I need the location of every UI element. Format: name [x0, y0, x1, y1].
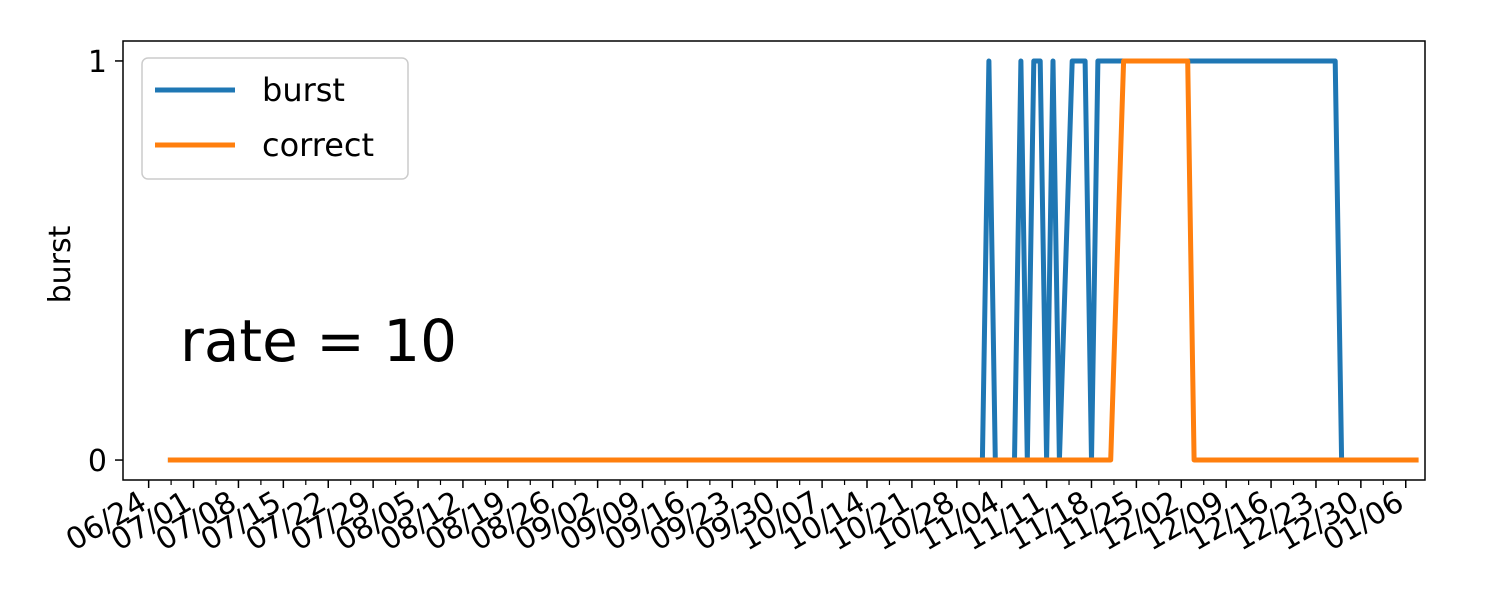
y-axis-ticks: 01 — [88, 45, 123, 479]
y-tick-label: 1 — [88, 45, 107, 80]
rate-annotation: rate = 10 — [180, 307, 457, 375]
series-line-correct — [167, 58, 1419, 463]
legend-label-correct: correct — [262, 126, 374, 164]
plot-frame — [122, 40, 1426, 481]
legend-label-burst: burst — [262, 71, 345, 109]
y-tick-label: 0 — [88, 444, 107, 479]
legend: burst correct — [141, 57, 409, 180]
y-axis-label: burst — [43, 225, 78, 303]
series-layer — [167, 58, 1419, 463]
